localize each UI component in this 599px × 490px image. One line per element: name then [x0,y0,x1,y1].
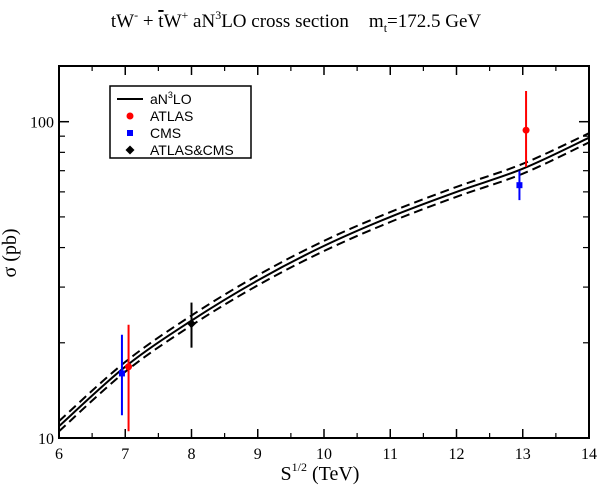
x-tick-label: 8 [188,446,196,463]
y-ticks: 10 100 [30,115,589,448]
x-tick-label: 9 [254,446,262,463]
x-tick-label: 7 [121,446,129,463]
y-tick-label: 10 [38,431,54,448]
legend-label: aN3LO [150,90,192,107]
legend-marker-diamond [125,145,135,155]
data-point-circle [522,126,530,134]
legend-marker-circle [126,112,134,120]
x-tick-label: 12 [449,446,465,463]
legend-label: ATLAS&CMS [150,142,234,158]
data-point-square [516,182,523,189]
chart-title: tW- + tW+ aN3LO cross section mt=172.5 Ge… [111,8,482,35]
points-layer [118,91,530,432]
legend-label: ATLAS [150,108,193,124]
legend-marker-square [127,130,133,136]
x-tick-label: 6 [55,446,63,463]
x-tick-label: 14 [581,446,597,463]
tbar-glyph: t [158,11,164,32]
x-tick-label: 10 [316,446,332,463]
data-point-square [118,370,125,377]
band-line-2 [58,141,590,433]
band-line-1 [58,132,590,422]
x-axis-label: S1/2 (TeV) [281,460,360,485]
x-tick-label: 13 [515,446,531,463]
data-point-diamond [187,319,196,329]
y-axis-label: σ (pb) [0,228,21,277]
x-ticks: 6 7 8 9 10 11 12 13 14 [55,66,597,463]
series-layer [58,132,590,433]
series-line-0 [58,136,590,427]
legend-label: CMS [150,125,181,141]
x-tick-label: 11 [383,446,398,463]
data-point-circle [125,363,133,371]
y-tick-label: 100 [30,115,54,132]
